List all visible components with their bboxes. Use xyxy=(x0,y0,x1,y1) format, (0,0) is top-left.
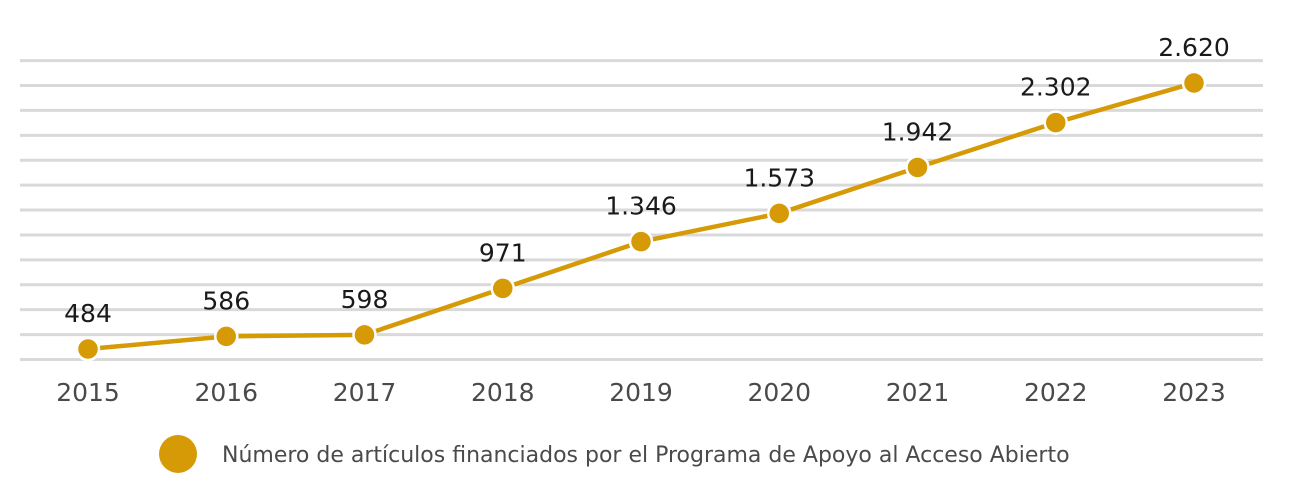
x-tick-label: 2023 xyxy=(1162,378,1226,407)
data-point xyxy=(352,322,377,348)
x-tick-label: 2020 xyxy=(747,378,811,407)
data-label: 484 xyxy=(64,299,112,328)
x-tick-label: 2018 xyxy=(471,378,535,407)
data-label: 2.302 xyxy=(1020,73,1092,102)
legend-label: Número de artículos financiados por el P… xyxy=(222,443,1070,468)
data-label: 2.620 xyxy=(1158,33,1230,62)
x-tick-label: 2022 xyxy=(1024,378,1088,407)
x-tick-label: 2019 xyxy=(609,378,673,407)
data-point xyxy=(628,229,654,254)
data-labels: 484 586 598 971 1.346 1.573 1.942 2.302 2.620 xyxy=(64,33,1230,328)
x-axis-tick-labels: 2015 2016 2017 2018 2019 2020 2021 2022 2023 xyxy=(56,378,1226,407)
x-tick-label: 2016 xyxy=(194,378,258,407)
series-line-group xyxy=(75,70,1207,362)
data-point xyxy=(75,336,101,362)
data-point xyxy=(490,276,515,301)
legend: Número de artículos financiados por el P… xyxy=(159,435,1070,473)
x-tick-label: 2017 xyxy=(333,378,397,407)
x-tick-label: 2015 xyxy=(56,378,120,407)
data-label: 586 xyxy=(202,286,250,315)
data-point xyxy=(214,324,239,349)
data-label: 971 xyxy=(479,238,527,267)
data-point xyxy=(1043,110,1068,135)
data-label: 1.346 xyxy=(605,192,677,221)
data-point xyxy=(1181,70,1207,96)
data-point xyxy=(767,201,792,226)
legend-marker xyxy=(159,435,197,473)
data-label: 1.573 xyxy=(743,163,815,192)
x-tick-label: 2021 xyxy=(886,378,950,407)
data-point xyxy=(905,155,930,180)
data-label: 1.942 xyxy=(882,117,954,146)
data-label: 598 xyxy=(341,285,389,314)
